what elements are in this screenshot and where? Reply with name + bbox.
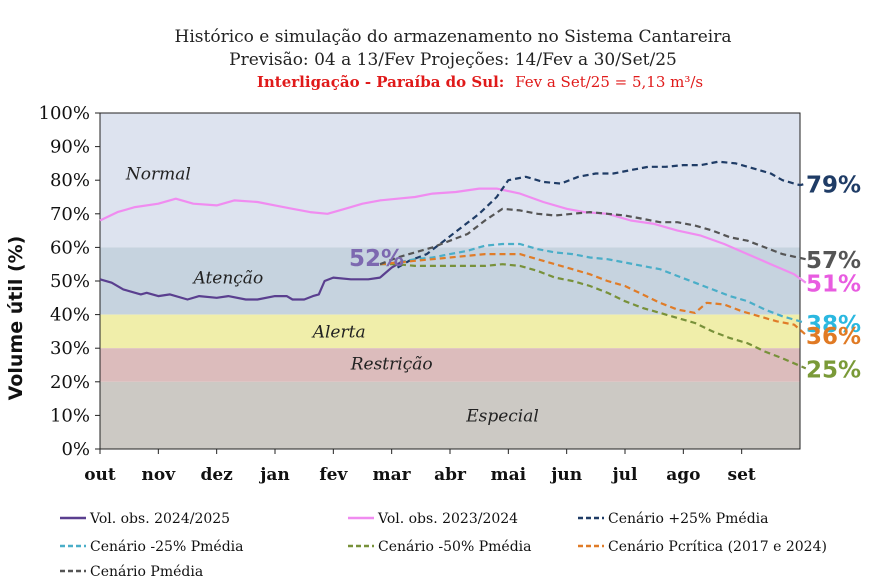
interligacao-label: Interligação - Paraíba do Sul:	[257, 73, 504, 91]
y-axis-label: Volume útil (%)	[5, 236, 27, 401]
legend-entry-3: Cenário -25% Pmédia	[90, 539, 243, 555]
end-value-label-5: 36%	[806, 324, 861, 350]
legend-entry-2: Cenário +25% Pmédia	[608, 511, 768, 527]
y-tick-label: 60%	[50, 237, 90, 258]
end-value-label-2: 79%	[806, 173, 861, 199]
chart-title-line1: Histórico e simulação do armazenamento n…	[175, 27, 732, 47]
legend: Vol. obs. 2024/2025 Vol. obs. 2023/2024 Ce…	[60, 511, 827, 580]
x-tick-label-set: set	[728, 465, 756, 485]
chart-title-line2: Previsão: 04 a 13/Fev Projeções: 14/Fev …	[229, 50, 677, 70]
plot-area: Normal Atenção Alerta Restrição Especial 0% 10…	[39, 103, 862, 485]
legend-entry-0: Vol. obs. 2024/2025	[89, 511, 230, 527]
end-value-label-1: 51%	[806, 272, 861, 298]
y-tick-label: 100%	[39, 103, 90, 124]
end-value-label-6: 57%	[806, 248, 861, 274]
current-value-label: 52%	[349, 246, 404, 272]
zone-band-2	[100, 314, 800, 349]
zone-band-4	[100, 381, 800, 449]
x-tick-label-mar: mar	[373, 465, 412, 485]
y-tick-label: 10%	[50, 405, 90, 426]
series-line-3	[379, 242, 807, 325]
x-tick-label-jan: jan	[258, 465, 290, 485]
y-tick-label: 30%	[50, 338, 90, 359]
x-tick-label-mai: mai	[491, 465, 527, 485]
y-tick-label: 50%	[50, 271, 90, 292]
zone-label-4: Especial	[465, 406, 539, 426]
legend-entry-4: Cenário -50% Pmédia	[378, 539, 531, 555]
series-line-0	[99, 259, 404, 301]
x-tick-label-jul: jul	[611, 465, 639, 485]
y-tick-label: 0%	[61, 439, 90, 460]
x-tick-label-abr: abr	[434, 465, 467, 485]
end-value-label-4: 25%	[806, 357, 861, 383]
x-tick-label-fev: fev	[319, 465, 348, 485]
series-line-6	[379, 207, 807, 266]
zone-label-0: Normal	[125, 164, 191, 184]
y-tick-label: 40%	[50, 305, 90, 326]
series-line-4	[380, 263, 807, 370]
x-tick-label-jun: jun	[549, 465, 582, 485]
end-value-label-3: 38%	[806, 312, 861, 338]
legend-entry-6: Cenário Pmédia	[90, 564, 203, 580]
y-tick-label: 20%	[50, 372, 90, 393]
chart-title-line3: Interligação - Paraíba do Sul: Fev a Set…	[257, 73, 703, 91]
legend-entry-1: Vol. obs. 2023/2024	[377, 511, 518, 527]
zone-band-3	[100, 348, 800, 382]
legend-entry-5: Cenário Pcrítica (2017 e 2024)	[608, 539, 827, 555]
zone-label-3: Restrição	[350, 354, 433, 374]
x-tick-label-out: out	[84, 465, 116, 485]
zone-label-2: Alerta	[311, 322, 366, 342]
y-tick-label: 80%	[50, 170, 90, 191]
interligacao-value: Fev a Set/25 = 5,13 m³/s	[515, 73, 703, 91]
x-tick-label-ago: ago	[666, 465, 700, 485]
x-tick-label-dez: dez	[200, 465, 233, 485]
series-line-5	[379, 253, 807, 336]
y-tick-label: 90%	[50, 137, 90, 158]
series-line-1	[99, 187, 807, 284]
series-line-2	[396, 160, 807, 269]
zone-band-0	[100, 113, 800, 248]
y-tick-label: 70%	[50, 204, 90, 225]
zone-label-1: Atenção	[191, 269, 263, 289]
x-tick-label-nov: nov	[142, 465, 177, 485]
